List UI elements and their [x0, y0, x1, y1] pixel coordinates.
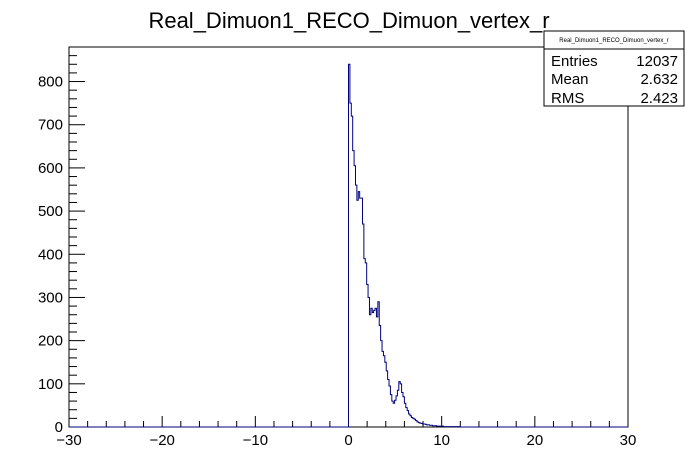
stats-value-rms: 2.423 — [640, 90, 678, 107]
stats-label-mean: Mean — [551, 71, 589, 88]
y-tick-label: 700 — [38, 117, 63, 134]
x-tick-label: 20 — [526, 432, 543, 449]
x-tick-label: 10 — [433, 432, 450, 449]
x-axis: −30 −20 −10 0 10 20 30 — [56, 416, 636, 449]
histogram-line — [69, 63, 628, 428]
y-tick-label: 100 — [38, 376, 63, 393]
y-tick-label: 200 — [38, 333, 63, 350]
y-tick-label: 800 — [38, 74, 63, 91]
histogram-series — [69, 63, 628, 428]
y-tick-label: 400 — [38, 246, 63, 263]
y-axis: 0 100 200 300 400 500 600 700 800 — [38, 46, 85, 436]
stats-label-rms: RMS — [551, 90, 584, 107]
x-tick-label: −20 — [149, 432, 174, 449]
y-tick-label: 500 — [38, 203, 63, 220]
y-tick-label: 600 — [38, 160, 63, 177]
stats-title: Real_Dimuon1_RECO_Dimuon_vertex_r — [559, 38, 668, 44]
x-tick-label: 30 — [620, 432, 637, 449]
stats-value-mean: 2.632 — [640, 71, 678, 88]
stats-value-entries: 12037 — [636, 53, 678, 70]
x-tick-label: −30 — [56, 432, 81, 449]
y-tick-label: 300 — [38, 289, 63, 306]
y-tick-label: 0 — [55, 419, 63, 436]
chart-title: Real_Dimuon1_RECO_Dimuon_vertex_r — [148, 8, 549, 33]
x-tick-label: 0 — [344, 432, 352, 449]
stats-box: Real_Dimuon1_RECO_Dimuon_vertex_r Entrie… — [543, 30, 685, 107]
x-tick-label: −10 — [243, 432, 268, 449]
stats-label-entries: Entries — [551, 53, 598, 70]
